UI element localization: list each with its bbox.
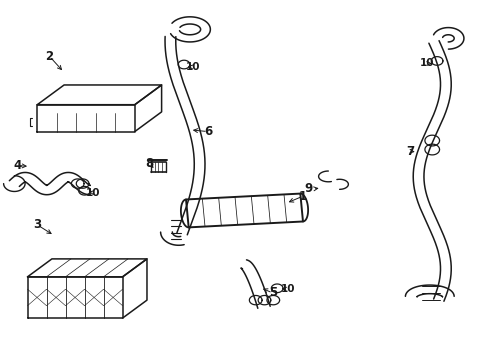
Text: 3: 3: [33, 218, 41, 231]
Text: 8: 8: [145, 157, 153, 170]
Text: 5: 5: [268, 287, 276, 300]
Text: 10: 10: [281, 284, 295, 294]
Text: 2: 2: [45, 50, 53, 63]
Text: 7: 7: [406, 145, 413, 158]
Text: 4: 4: [14, 159, 22, 172]
Text: 10: 10: [419, 58, 434, 68]
Text: 10: 10: [185, 62, 200, 72]
Text: 1: 1: [298, 190, 306, 203]
Text: 9: 9: [304, 183, 312, 195]
Text: 6: 6: [203, 125, 212, 138]
Text: 10: 10: [86, 188, 101, 198]
